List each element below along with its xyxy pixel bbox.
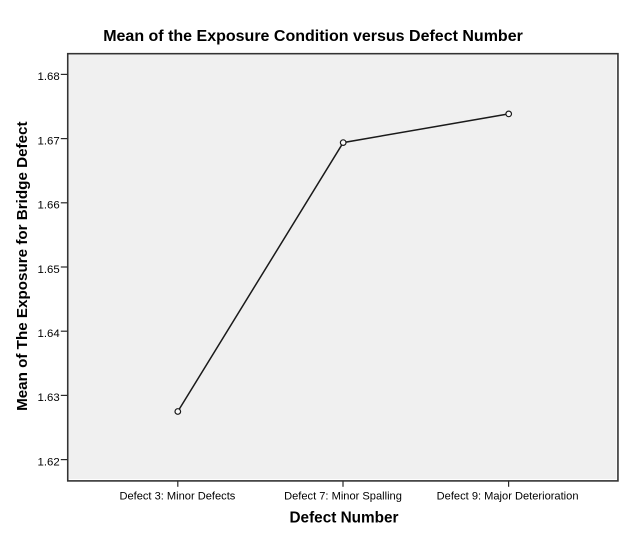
svg-text:1.66: 1.66	[38, 200, 60, 212]
svg-text:1.68: 1.68	[38, 71, 60, 83]
svg-text:Mean of The Exposure for Bridg: Mean of The Exposure for Bridge Defect	[14, 121, 31, 410]
svg-text:1.64: 1.64	[38, 328, 60, 340]
svg-text:Mean of the Exposure Condition: Mean of the Exposure Condition versus De…	[103, 28, 523, 45]
svg-text:1.62: 1.62	[38, 456, 60, 468]
svg-text:Defect 7: Minor Spalling: Defect 7: Minor Spalling	[284, 491, 402, 503]
svg-text:Defect Number: Defect Number	[289, 510, 398, 527]
svg-text:1.65: 1.65	[38, 264, 60, 276]
svg-text:Defect 3: Minor Defects: Defect 3: Minor Defects	[119, 491, 235, 503]
svg-text:1.67: 1.67	[38, 135, 60, 147]
svg-text:Defect 9: Major Deterioration: Defect 9: Major Deterioration	[437, 491, 579, 503]
svg-text:1.63: 1.63	[38, 392, 60, 404]
